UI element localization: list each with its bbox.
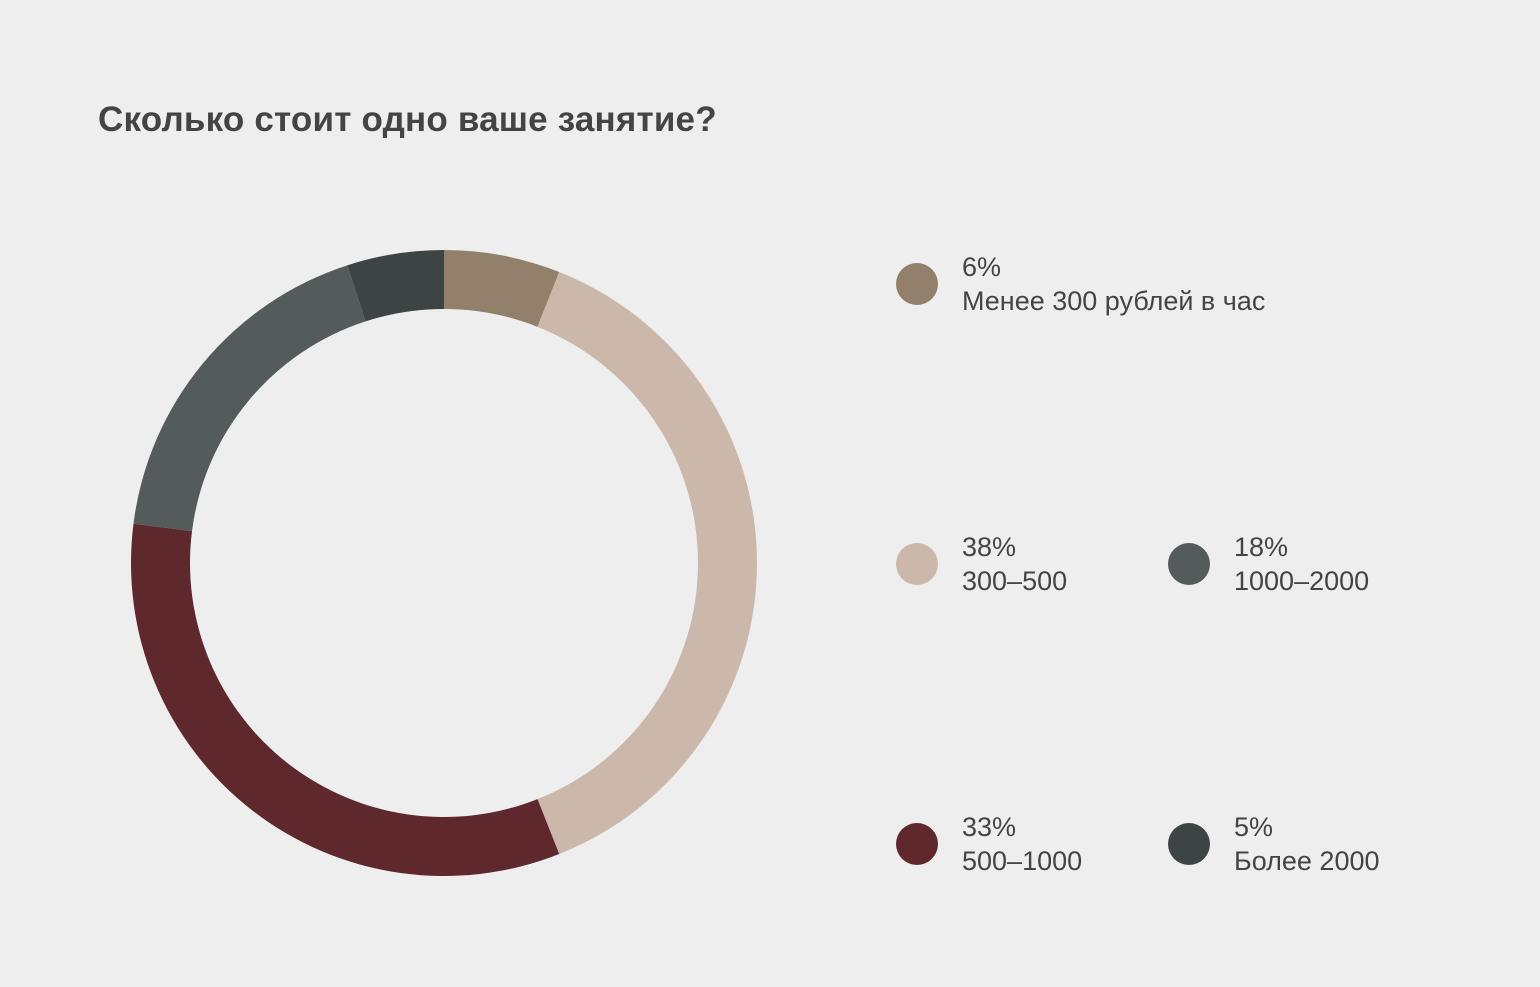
legend-swatch xyxy=(896,543,938,585)
legend-swatch xyxy=(896,263,938,305)
legend-swatch xyxy=(1168,823,1210,865)
slice-500-1000 xyxy=(130,523,560,876)
legend-item-500-1000: 33% 500–1000 xyxy=(896,810,1082,878)
legend-label: Менее 300 рублей в час xyxy=(962,286,1266,316)
slice-under-300 xyxy=(444,250,560,327)
legend-item-300-500: 38% 300–500 xyxy=(896,530,1067,598)
legend-label: 1000–2000 xyxy=(1234,566,1370,596)
legend-item-under-300: 6% Менее 300 рублей в час xyxy=(896,250,1265,318)
legend-item-over-2000: 5% Более 2000 xyxy=(1168,810,1380,878)
legend-percent: 18% xyxy=(1234,532,1289,562)
slice-over-2000 xyxy=(347,250,444,322)
legend-label: 300–500 xyxy=(962,566,1068,596)
legend-percent: 38% xyxy=(962,532,1017,562)
legend-label: 500–1000 xyxy=(962,846,1083,876)
legend-label: Более 2000 xyxy=(1234,846,1380,876)
legend-swatch xyxy=(896,823,938,865)
slice-300-500 xyxy=(537,271,757,855)
slice-1000-2000 xyxy=(133,265,366,532)
legend-item-1000-2000: 18% 1000–2000 xyxy=(1168,530,1369,598)
legend-percent: 6% xyxy=(962,252,1002,282)
legend-swatch xyxy=(1168,543,1210,585)
legend-percent: 5% xyxy=(1234,812,1274,842)
donut-chart xyxy=(130,250,757,876)
chart-title: Сколько стоит одно ваше занятие? xyxy=(98,100,717,139)
legend-percent: 33% xyxy=(962,812,1017,842)
